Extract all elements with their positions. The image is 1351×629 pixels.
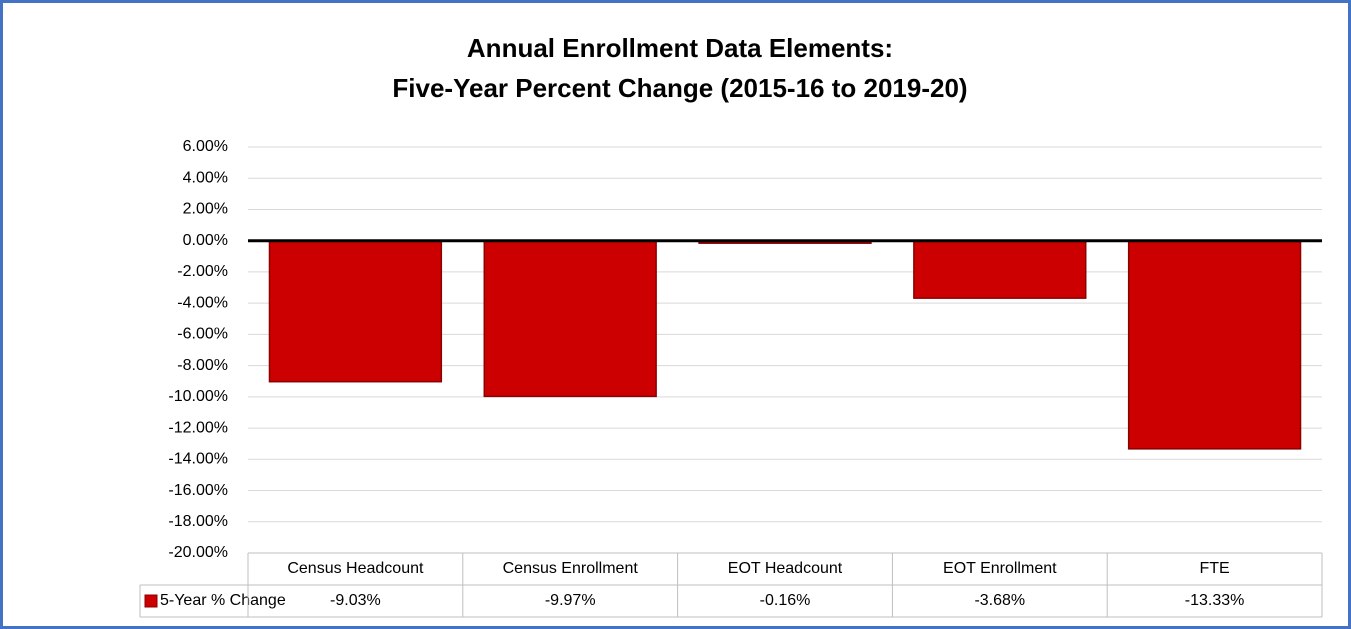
y-tick-label: -20.00% — [168, 544, 228, 561]
y-tick-label: -18.00% — [168, 513, 228, 530]
y-tick-label: -10.00% — [168, 388, 228, 405]
x-tick-label: FTE — [1199, 560, 1229, 577]
y-tick-label: -12.00% — [168, 419, 228, 436]
y-tick-label: -2.00% — [177, 263, 228, 280]
x-tick-label: Census Enrollment — [503, 560, 639, 577]
y-tick-label: -6.00% — [177, 326, 228, 343]
table-value: -3.68% — [974, 592, 1025, 609]
table-value: -13.33% — [1185, 592, 1245, 609]
y-tick-label: 2.00% — [183, 201, 228, 218]
y-tick-label: 6.00% — [183, 138, 228, 155]
y-tick-label: -8.00% — [177, 357, 228, 374]
chart-title: Five-Year Percent Change (2015-16 to 201… — [392, 73, 967, 103]
x-tick-label: EOT Enrollment — [943, 560, 1057, 577]
chart-title: Annual Enrollment Data Elements: — [467, 33, 893, 63]
x-tick-label: Census Headcount — [287, 560, 424, 577]
y-tick-label: -14.00% — [168, 451, 228, 468]
y-tick-label: -16.00% — [168, 482, 228, 499]
y-tick-label: 4.00% — [183, 169, 228, 186]
bar — [913, 239, 1087, 299]
y-tick-label: 0.00% — [183, 232, 228, 249]
bar — [268, 239, 443, 383]
x-tick-label: EOT Headcount — [728, 560, 843, 577]
y-tick-label: -4.00% — [177, 294, 228, 311]
table-value: -0.16% — [760, 592, 811, 609]
table-value: -9.03% — [330, 592, 381, 609]
table-value: -9.97% — [545, 592, 596, 609]
legend-label: 5-Year % Change — [160, 592, 286, 609]
bar — [483, 239, 657, 398]
legend-swatch — [144, 594, 158, 608]
bar — [1127, 239, 1302, 450]
